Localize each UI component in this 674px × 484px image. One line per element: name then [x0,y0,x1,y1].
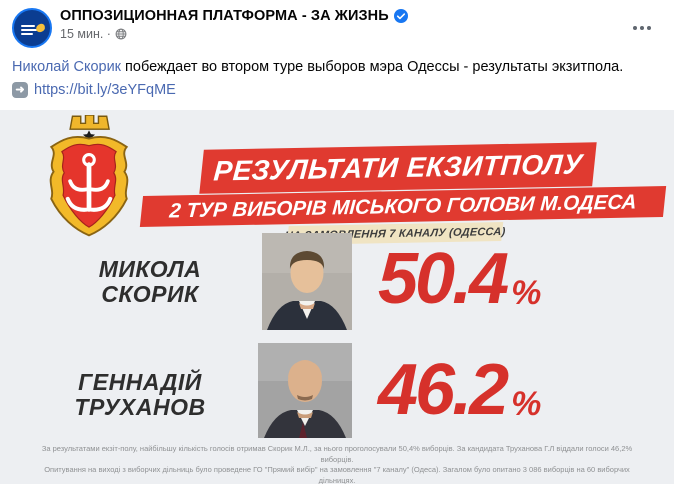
candidate-1-name: МИКОЛА СКОРИК [98,256,202,307]
post-timestamp[interactable]: 15 мин. · [60,27,111,41]
poster-title-banner: РЕЗУЛЬТАТИ ЕКЗИТПОЛУ [199,142,597,194]
footnote-line-1: За результатами екзіт-полу, найбільшу кі… [41,444,633,464]
post-header: ОППОЗИЦИОННАЯ ПЛАТФОРМА - ЗА ЖИЗНЬ 15 ми… [0,0,674,52]
verified-badge-icon [393,9,408,23]
page-avatar[interactable] [12,8,52,48]
candidate-2-name: ГЕННАДІЙ ТРУХАНОВ [74,369,206,420]
candidate-2-photo [258,343,352,438]
footnote-line-2: Опитування на виході з виборчих дільниць… [44,465,630,484]
post-message: побеждает во втором туре выборов мэра Од… [121,59,624,75]
globe-icon [115,28,127,40]
candidate-2-result: 46.2 % [378,350,542,430]
poster-subtitle: 2 ТУР ВИБОРІВ МІСЬКОГО ГОЛОВИ М.ОДЕСА [168,190,638,222]
page-name-link[interactable]: ОППОЗИЦИОННАЯ ПЛАТФОРМА - ЗА ЖИЗНЬ [60,8,389,24]
dove-icon [35,22,46,34]
poster-title: РЕЗУЛЬТАТИ ЕКЗИТПОЛУ [212,148,584,187]
post-url-link[interactable]: https://bit.ly/3eYFqME [34,82,176,98]
candidate-1-result: 50.4 % [378,239,542,319]
avatar-logo [21,23,37,37]
poster-footnote: За результатами екзіт-полу, найбільшу кі… [36,444,638,484]
odessa-coat-of-arms-icon [49,115,129,237]
post-text: Николай Скорик побеждает во втором туре … [0,52,674,77]
candidate-1-photo [262,233,352,330]
more-options-button[interactable] [628,18,656,38]
arrow-emoji-icon: ➜ [12,82,28,98]
exit-poll-image[interactable]: РЕЗУЛЬТАТИ ЕКЗИТПОЛУ 2 ТУР ВИБОРІВ МІСЬК… [0,110,674,484]
mention-link[interactable]: Николай Скорик [12,59,122,75]
